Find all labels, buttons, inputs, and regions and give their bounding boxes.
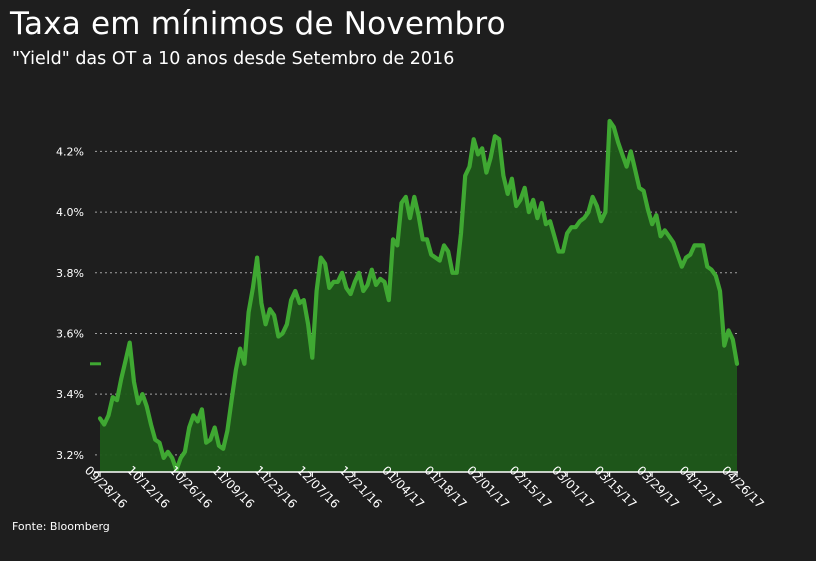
series-fill: [100, 121, 737, 472]
source-note: Fonte: Bloomberg: [12, 520, 110, 533]
y-tick-label: 4.2%: [56, 145, 84, 158]
y-tick-label: 3.8%: [56, 267, 84, 280]
chart-subtitle: "Yield" das OT a 10 anos desde Setembro …: [12, 49, 455, 69]
y-tick-label: 3.4%: [56, 388, 84, 401]
y-tick-label: 3.6%: [56, 327, 84, 340]
series-line: [97, 118, 740, 473]
chart-title: Taxa em mínimos de Novembro: [10, 6, 506, 42]
x-tick-label: 04/26/17: [719, 463, 767, 511]
y-tick-label: 3.2%: [56, 449, 84, 462]
y-tick-label: 4.0%: [56, 206, 84, 219]
series-area: [97, 118, 740, 473]
y-axis-tick-labels: 3.2% 3.4% 3.6% 3.8% 4.0% 4.2%: [56, 145, 84, 461]
